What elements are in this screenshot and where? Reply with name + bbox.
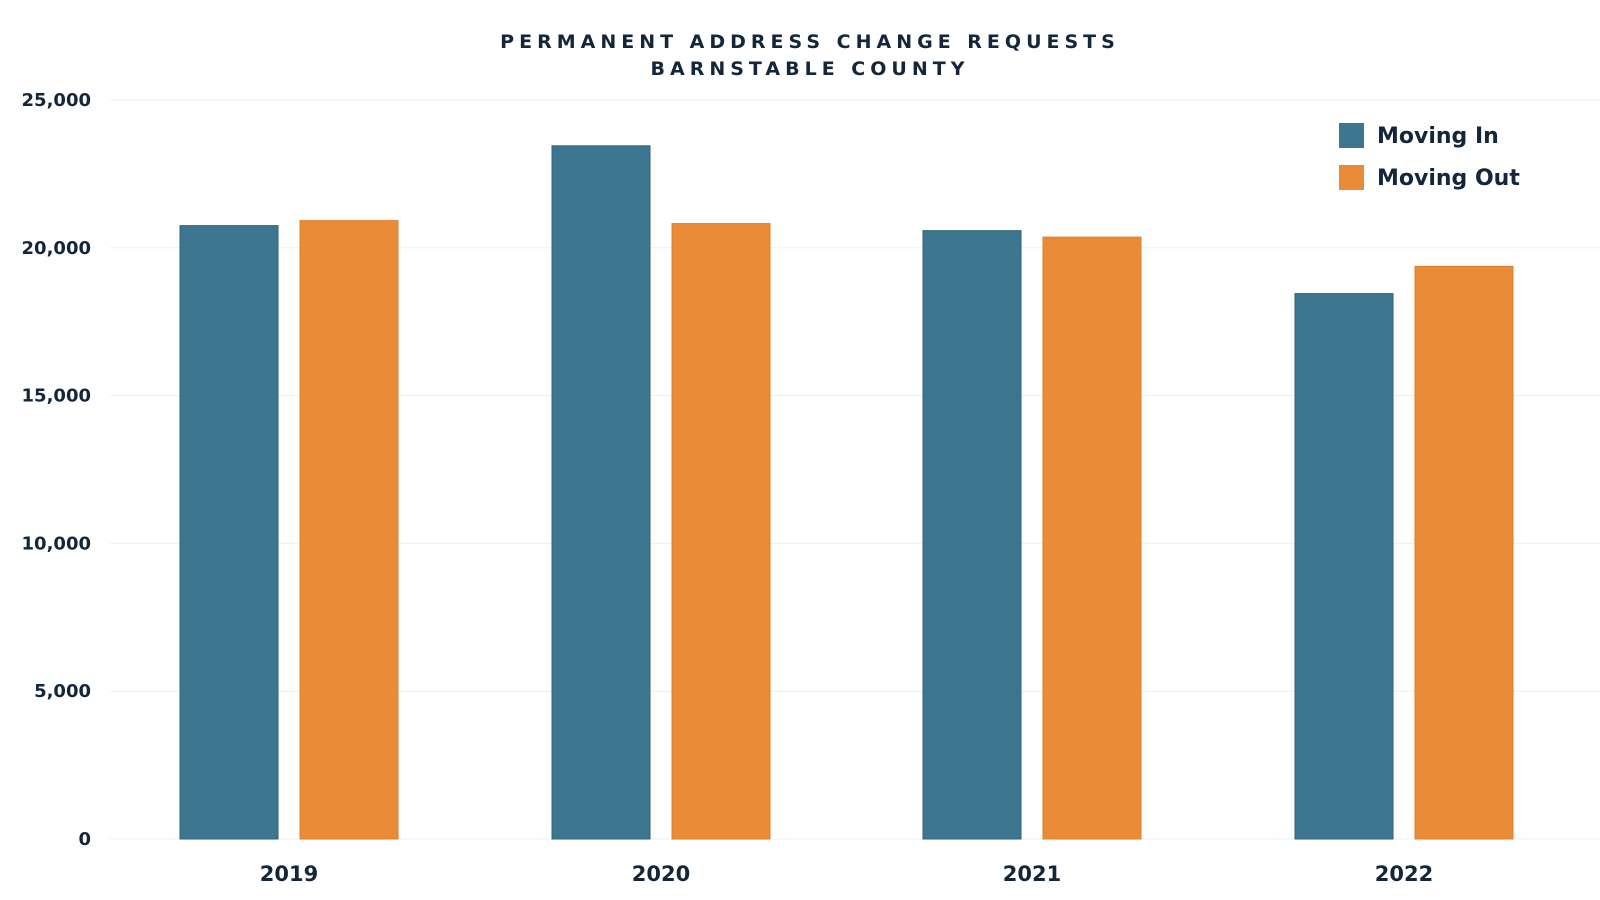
- y-tick-label: 15,000: [22, 386, 91, 407]
- y-tick-label: 5,000: [34, 681, 91, 702]
- bar-moving-in-2021: [922, 230, 1022, 840]
- legend-swatch-moving-out: [1339, 165, 1364, 190]
- bar-moving-out-2021: [1042, 236, 1142, 840]
- y-axis-ticks: 0 5,000 10,000 15,000 20,000 25,000: [22, 90, 91, 850]
- bar-moving-out-2020: [671, 223, 771, 840]
- bar-moving-out-2019: [299, 220, 399, 840]
- bar-moving-out-2022: [1414, 265, 1514, 840]
- x-tick-label: 2019: [260, 862, 318, 886]
- x-tick-label: 2020: [632, 862, 690, 886]
- bar-moving-in-2019: [179, 225, 279, 840]
- x-tick-label: 2022: [1375, 862, 1433, 886]
- bar-moving-in-2020: [551, 145, 651, 840]
- legend-label-moving-out: Moving Out: [1377, 166, 1520, 191]
- chart-title: PERMANENT ADDRESS CHANGE REQUESTS: [500, 31, 1120, 53]
- x-tick-label: 2021: [1003, 862, 1061, 886]
- legend-label-moving-in: Moving In: [1377, 124, 1499, 149]
- legend: Moving In Moving Out: [1339, 123, 1520, 191]
- chart-subtitle: BARNSTABLE COUNTY: [651, 58, 970, 80]
- y-tick-label: 0: [78, 829, 91, 850]
- bar-moving-in-2022: [1294, 293, 1394, 840]
- y-tick-label: 20,000: [22, 238, 91, 259]
- x-axis-ticks: 2019 2020 2021 2022: [260, 862, 1433, 886]
- y-tick-label: 10,000: [22, 533, 91, 554]
- legend-swatch-moving-in: [1339, 123, 1364, 148]
- bars: [179, 145, 1514, 840]
- y-tick-label: 25,000: [22, 90, 91, 111]
